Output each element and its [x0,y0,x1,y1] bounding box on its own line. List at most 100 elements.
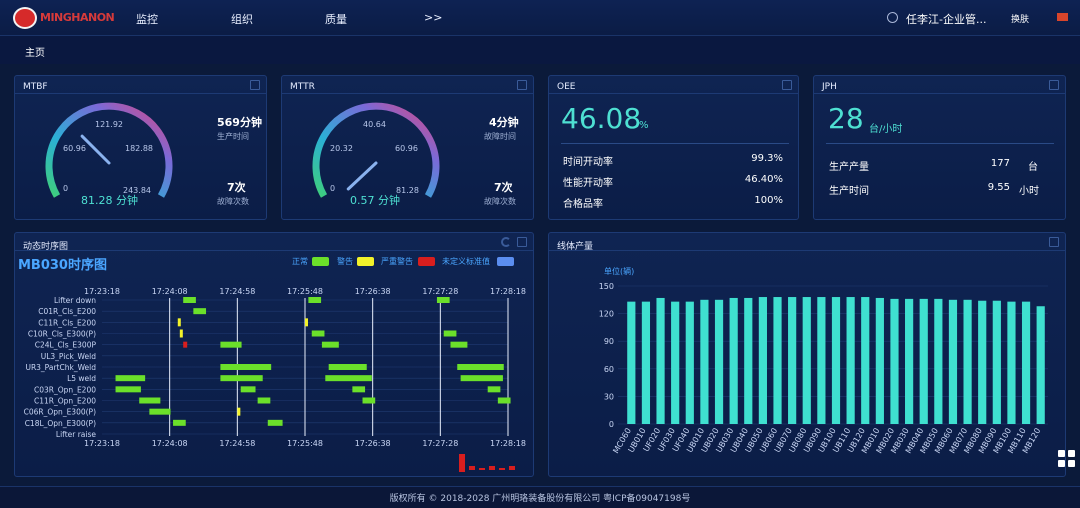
expand-icon[interactable] [250,80,260,90]
output-panel-title: 线体产量 [557,242,594,252]
mttr-title: MTTR [290,82,315,92]
nav-quality[interactable]: 质量 [325,13,347,26]
row-label: C01R_Cls_E200 [38,307,96,316]
time-tick-bottom: 17:25:48 [287,439,323,448]
expand-icon[interactable] [1049,237,1059,247]
mttr-tick-4: 81.28 [396,186,419,195]
bar [729,297,738,424]
expand-icon[interactable] [1049,80,1059,90]
sequence-segment [321,341,339,348]
brand-name: MINGHANON [40,11,115,24]
nav-organization[interactable]: 组织 [231,13,253,26]
expand-icon[interactable] [517,237,527,247]
jph-unit: 台/小时 [869,124,903,135]
footer-copyright: 版权所有 © 2018-2028 广州明珞装备股份有限公司 粤ICP备09047… [389,494,691,504]
sequence-segment [450,341,468,348]
sequence-segment [267,419,283,426]
nav-more[interactable]: >> [424,11,443,24]
mtbf-tick-2: 121.92 [95,120,123,129]
switch-skin-button[interactable]: 换肤 [1011,15,1030,25]
y-tick-label: 90 [604,337,614,346]
row-label: C11R_Opn_E200 [34,397,96,406]
mtbf-gauge: 0 60.96 121.92 182.88 243.84 81.28 分钟 [45,102,173,207]
mttr-panel: MTTR 0 20.32 40.64 60.96 81.28 0.57 分钟 4… [281,75,534,220]
alarm-bar [489,466,495,470]
alarm-bar [459,454,465,472]
jph-row-label: 生产产量 [829,162,869,173]
tab-home[interactable]: 主页 [25,48,45,59]
warning-mark [305,318,308,327]
mtbf-needle [80,134,111,165]
nav-monitor[interactable]: 监控 [136,13,158,26]
user-name[interactable]: 任李江-企业管... [906,13,987,26]
tab-row [0,36,1080,64]
time-tick-bottom: 17:23:18 [84,439,120,448]
bar [671,301,680,424]
sequence-chart-title: MB030时序图 [18,258,107,273]
alarm-bar [479,468,485,470]
expand-icon[interactable] [782,80,792,90]
y-axis-label: 单位(辆) [604,266,634,276]
user-icon[interactable] [887,12,898,23]
sequence-segment [436,297,450,303]
bar [875,297,884,424]
bar [890,298,899,424]
sequence-segment [457,364,504,370]
mttr-stat1-value: 4分钟 [489,116,519,129]
refresh-icon[interactable] [501,237,511,247]
oee-row-value: 46.40% [744,174,783,185]
time-tick-top: 17:26:38 [355,287,391,296]
sequence-segment [220,375,263,382]
language-flag-icon[interactable] [1057,13,1068,21]
sequence-segment [311,330,325,337]
sequence-segment [328,364,367,370]
mtbf-stat2-value: 7次 [227,181,246,194]
mtbf-tick-1: 60.96 [63,144,86,153]
row-label: C03R_Opn_E200 [34,385,96,394]
bar [831,297,841,424]
mtbf-stat2-label: 故障次数 [217,197,249,206]
row-label: Lifter raise [56,430,96,439]
oee-unit: % [639,120,649,131]
bar [773,297,782,424]
bar [905,298,914,424]
alarm-bar [499,468,505,470]
bar [714,299,724,424]
time-tick-top: 17:27:28 [422,287,458,296]
bar [802,297,811,424]
sequence-panel-title: 动态时序图 [23,242,69,252]
jph-value: 28 [828,102,864,135]
time-tick-bottom: 17:24:58 [219,439,255,448]
bar [963,299,972,424]
warning-mark [179,329,183,338]
row-label: C10R_Cls_E300(P) [28,330,96,339]
bar [861,297,870,424]
top-bar [0,0,1080,36]
oee-panel: OEE 46.08 % 时间开动率 99.3% 性能开动率 46.40% 合格品… [548,75,799,220]
time-tick-top: 17:25:48 [287,287,323,296]
expand-icon[interactable] [517,80,527,90]
brand-logo[interactable] [13,7,37,29]
sequence-segment [257,397,271,404]
row-label: C11R_Cls_E200 [38,318,96,327]
time-tick-top: 17:24:08 [152,287,188,296]
mttr-tick-3: 60.96 [395,144,418,153]
oee-row-label: 时间开动率 [563,157,613,168]
mttr-tick-2: 40.64 [363,120,386,129]
oee-row-label: 合格品率 [563,199,603,210]
sequence-panel: 动态时序图 [14,232,534,477]
y-tick-label: 0 [609,420,614,429]
sequence-segment [325,375,372,382]
sequence-segment [115,386,141,393]
oee-title: OEE [557,82,576,92]
apps-grid-icon[interactable] [1058,450,1076,468]
mtbf-stat1-value: 569分钟 [217,116,262,129]
row-label: L5 weld [67,374,96,383]
legend-swatch [312,257,329,266]
time-tick-bottom: 17:28:18 [490,439,526,448]
mtbf-stat1-label: 生产时间 [217,132,249,141]
sequence-segment [183,297,196,303]
row-label: Lifter down [54,296,96,305]
bar [992,300,1001,424]
oee-row-value: 99.3% [751,153,783,164]
